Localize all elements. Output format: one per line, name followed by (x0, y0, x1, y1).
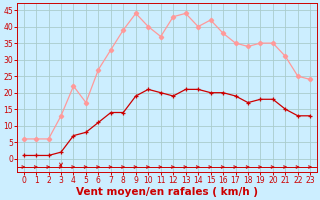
X-axis label: Vent moyen/en rafales ( km/h ): Vent moyen/en rafales ( km/h ) (76, 187, 258, 197)
